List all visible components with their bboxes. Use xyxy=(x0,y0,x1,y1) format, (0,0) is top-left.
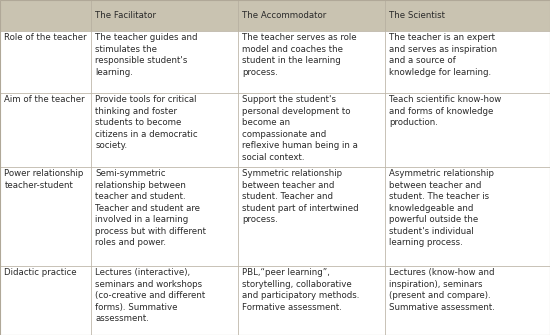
Bar xyxy=(238,266,385,335)
Text: Teach scientific know-how
and forms of knowledge
production.: Teach scientific know-how and forms of k… xyxy=(389,95,502,127)
Text: The Facilitator: The Facilitator xyxy=(95,11,156,20)
Bar xyxy=(385,93,550,167)
Bar xyxy=(91,167,238,266)
Bar xyxy=(0,31,91,93)
Text: Provide tools for critical
thinking and foster
students to become
citizens in a : Provide tools for critical thinking and … xyxy=(95,95,198,150)
Text: The teacher serves as role
model and coaches the
student in the learning
process: The teacher serves as role model and coa… xyxy=(242,33,356,76)
Text: The Scientist: The Scientist xyxy=(389,11,446,20)
Bar xyxy=(238,93,385,167)
Text: PBL,“peer learning”,
storytelling, collaborative
and participatory methods.
Form: PBL,“peer learning”, storytelling, colla… xyxy=(242,268,359,312)
Text: Didactic practice: Didactic practice xyxy=(4,268,77,277)
Bar xyxy=(385,266,550,335)
Text: The teacher guides and
stimulates the
responsible student's
learning.: The teacher guides and stimulates the re… xyxy=(95,33,197,76)
Bar xyxy=(0,167,91,266)
Bar xyxy=(91,31,238,93)
Text: The teacher is an expert
and serves as inspiration
and a source of
knowledge for: The teacher is an expert and serves as i… xyxy=(389,33,498,76)
Bar xyxy=(91,0,238,31)
Bar xyxy=(0,93,91,167)
Bar xyxy=(238,167,385,266)
Bar xyxy=(385,167,550,266)
Bar xyxy=(91,266,238,335)
Text: Lectures (interactive),
seminars and workshops
(co-creative and different
forms): Lectures (interactive), seminars and wor… xyxy=(95,268,205,323)
Text: Asymmetric relationship
between teacher and
student. The teacher is
knowledgeabl: Asymmetric relationship between teacher … xyxy=(389,170,494,247)
Text: Lectures (know-how and
inspiration), seminars
(present and compare).
Summative a: Lectures (know-how and inspiration), sem… xyxy=(389,268,495,312)
Text: Aim of the teacher: Aim of the teacher xyxy=(4,95,85,104)
Text: Power relationship
teacher-student: Power relationship teacher-student xyxy=(4,170,84,190)
Text: Support the student's
personal development to
become an
compassionate and
reflex: Support the student's personal developme… xyxy=(242,95,358,161)
Bar xyxy=(0,0,91,31)
Text: Semi-symmetric
relationship between
teacher and student.
Teacher and student are: Semi-symmetric relationship between teac… xyxy=(95,170,206,247)
Bar xyxy=(0,266,91,335)
Text: The Accommodator: The Accommodator xyxy=(242,11,326,20)
Bar xyxy=(91,93,238,167)
Bar xyxy=(385,0,550,31)
Bar xyxy=(238,0,385,31)
Text: Role of the teacher: Role of the teacher xyxy=(4,33,87,42)
Bar xyxy=(238,31,385,93)
Text: Symmetric relationship
between teacher and
student. Teacher and
student part of : Symmetric relationship between teacher a… xyxy=(242,170,359,224)
Bar xyxy=(385,31,550,93)
